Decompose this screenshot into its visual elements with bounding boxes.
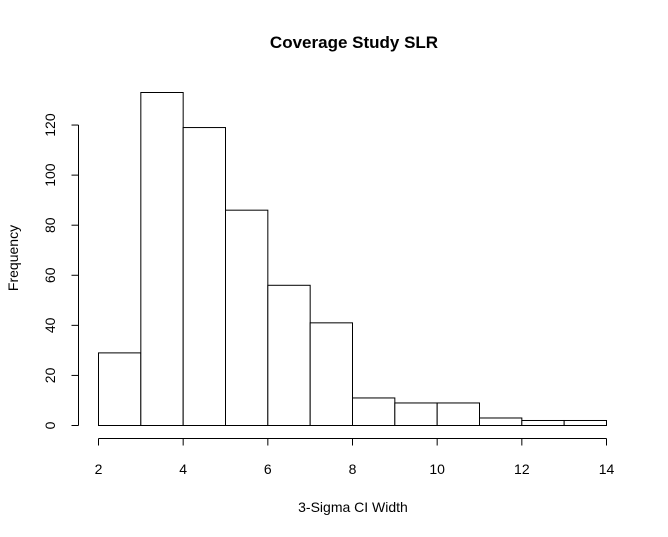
y-axis-label: Frequency <box>5 225 21 291</box>
histogram-bar <box>521 419 565 427</box>
histogram-bar <box>479 417 523 426</box>
histogram-bar <box>140 92 184 426</box>
y-axis: 0 20 40 60 80 100 120 <box>42 113 79 429</box>
x-tick-label: 14 <box>599 461 615 477</box>
y-tick-label: 60 <box>42 267 58 283</box>
x-tick-label: 10 <box>429 461 445 477</box>
histogram-bar <box>182 127 227 426</box>
x-axis-label: 3-Sigma CI Width <box>298 499 408 515</box>
chart-title: Coverage Study SLR <box>270 33 438 52</box>
x-tick-label: 12 <box>514 461 530 477</box>
histogram-bar <box>352 397 396 427</box>
x-tick-label: 4 <box>179 461 187 477</box>
histogram-bar <box>309 322 353 426</box>
x-tick-label: 2 <box>95 461 103 477</box>
histogram-bar <box>394 402 438 426</box>
x-tick-label: 8 <box>349 461 357 477</box>
histogram-bars <box>98 92 608 427</box>
x-axis: 2 4 6 8 10 12 14 <box>95 438 615 477</box>
y-tick-label: 80 <box>42 217 58 233</box>
y-tick-label: 100 <box>42 163 58 187</box>
y-tick-label: 20 <box>42 367 58 383</box>
x-tick-label: 6 <box>264 461 272 477</box>
y-tick-label: 0 <box>42 421 58 429</box>
histogram-bar <box>98 352 142 427</box>
histogram-bar <box>563 419 608 427</box>
y-tick-label: 40 <box>42 317 58 333</box>
histogram-bar <box>267 284 311 426</box>
y-tick-label: 120 <box>42 113 58 137</box>
histogram-bar <box>436 402 480 426</box>
histogram-bar <box>225 209 269 426</box>
